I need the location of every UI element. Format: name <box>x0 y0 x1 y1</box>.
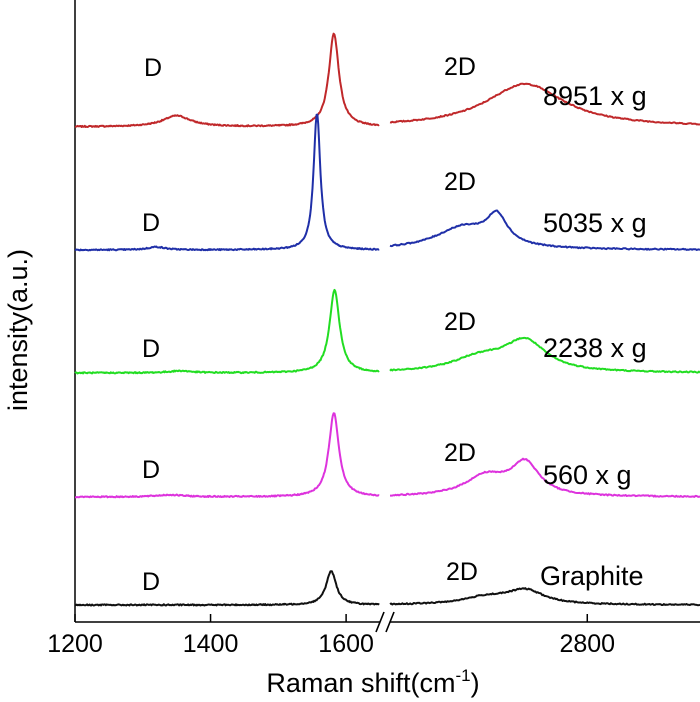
d-band-label: D <box>144 54 162 82</box>
axis-break-gap <box>380 612 390 634</box>
series-name-label: 5035 x g <box>543 208 647 238</box>
series-labels: 8951 x g 5035 x g 2238 x g 560 x g Graphite <box>540 81 647 591</box>
series-name-label: 2238 x g <box>543 333 647 363</box>
spectrum-line <box>74 570 380 607</box>
d-band-label: D <box>142 568 160 596</box>
spectrum-line <box>389 82 700 126</box>
series-name-label: 560 x g <box>543 460 632 490</box>
spectrum-line <box>74 412 380 499</box>
2d-band-label: 2D <box>444 439 476 467</box>
x-axis-label: Raman shift(cm-1) <box>266 666 479 698</box>
d-band-label: D <box>142 335 160 363</box>
spectrum-line <box>389 587 700 607</box>
y-axis-label: intensity(a.u.) <box>3 249 33 411</box>
x-tick-label: 1400 <box>183 630 239 658</box>
x-tick-label: 2800 <box>559 630 615 658</box>
series-name-label: Graphite <box>540 561 644 591</box>
peak-labels: D 2D D 2D D 2D D 2D D 2D <box>142 53 478 596</box>
spectrum-line <box>389 336 700 374</box>
spectrum-line <box>74 288 380 375</box>
2d-band-label: 2D <box>446 558 478 586</box>
spectrum-line <box>74 32 380 128</box>
spectrum-line <box>389 209 700 251</box>
spectrum-line <box>74 113 380 252</box>
series-name-label: 8951 x g <box>543 81 647 111</box>
spectrum-line <box>390 457 700 498</box>
d-band-label: D <box>142 456 160 484</box>
axis-break-mark <box>375 611 395 634</box>
series-layer <box>74 32 700 607</box>
2d-band-label: 2D <box>444 308 476 336</box>
x-tick-label: 1200 <box>47 630 103 658</box>
2d-band-label: 2D <box>444 168 476 196</box>
d-band-label: D <box>142 209 160 237</box>
axis-break-slash <box>375 611 385 633</box>
axis-break-slash <box>385 611 395 633</box>
2d-band-label: 2D <box>444 53 476 81</box>
x-tick-label: 1600 <box>318 630 374 658</box>
x-axis-ticks: 1200 1400 1600 2800 <box>47 614 615 658</box>
